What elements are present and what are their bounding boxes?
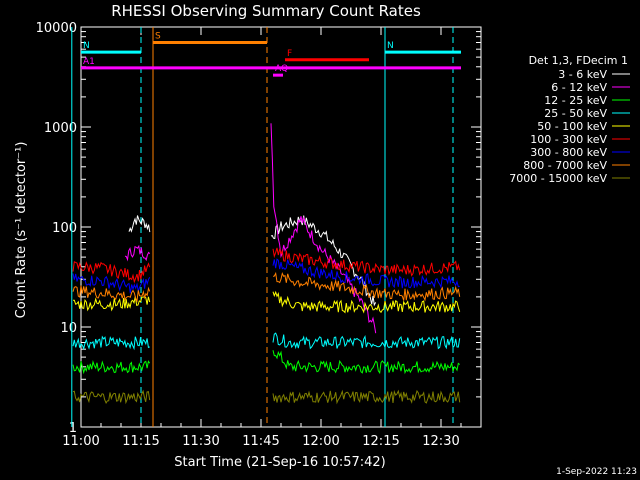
state-bars: SNNFAQA1 bbox=[81, 31, 461, 77]
y-tick-label: 1000 bbox=[44, 121, 77, 136]
series-line-3 bbox=[272, 332, 461, 350]
series-line-8 bbox=[72, 389, 151, 405]
legend-entry: 800 - 7000 keV bbox=[523, 159, 607, 172]
series-line-3 bbox=[72, 335, 150, 351]
series-line-2 bbox=[72, 359, 151, 375]
series-line-1 bbox=[124, 244, 151, 262]
series-line-1 bbox=[270, 123, 377, 334]
series-line-0 bbox=[128, 215, 151, 233]
legend-entry: 300 - 800 keV bbox=[530, 146, 607, 159]
axis-ticks: 11:00 11:15 11:30 11:45 12:00 12:15 12:30 1 10 10… bbox=[36, 21, 482, 449]
series-line-4 bbox=[73, 296, 151, 312]
legend-entry: 6 - 12 keV bbox=[551, 81, 607, 94]
legend-entry: 7000 - 15000 keV bbox=[509, 172, 607, 185]
state-bar-label: S bbox=[155, 31, 161, 41]
y-tick-label: 100 bbox=[52, 221, 77, 236]
state-bar-label: N bbox=[83, 41, 90, 51]
x-tick-label: 11:15 bbox=[122, 434, 159, 449]
footer-date: 1-Sep-2022 11:23 bbox=[556, 467, 637, 477]
series-line-5 bbox=[72, 261, 151, 284]
series-line-5 bbox=[272, 247, 461, 277]
series-lines bbox=[72, 123, 461, 405]
legend-entry: 12 - 25 keV bbox=[544, 94, 607, 107]
legend-entry: 3 - 6 keV bbox=[558, 68, 607, 81]
y-tick-label: 1 bbox=[69, 421, 77, 436]
series-line-0 bbox=[270, 215, 377, 307]
x-tick-label: 12:15 bbox=[362, 434, 399, 449]
x-tick-label: 11:45 bbox=[242, 434, 279, 449]
state-bar-label: F bbox=[287, 49, 292, 59]
x-tick-label: 11:00 bbox=[62, 434, 99, 449]
x-tick-label: 12:30 bbox=[422, 434, 459, 449]
series-line-7 bbox=[272, 271, 461, 302]
y-axis-label: Count Rate (s⁻¹ detector⁻¹) bbox=[14, 142, 29, 319]
legend-entry: 100 - 300 keV bbox=[530, 133, 607, 146]
state-bar-label: A1 bbox=[83, 57, 95, 67]
series-line-2 bbox=[272, 350, 461, 375]
x-axis-label: Start Time (21-Sep-16 10:57:42) bbox=[174, 455, 385, 470]
y-tick-label: 10000 bbox=[36, 21, 77, 36]
series-line-4 bbox=[272, 290, 461, 314]
chart-title: RHESSI Observing Summary Count Rates bbox=[111, 2, 421, 20]
y-tick-label: 10 bbox=[60, 321, 77, 336]
series-line-7 bbox=[72, 285, 151, 303]
legend-entry: 50 - 100 keV bbox=[537, 120, 607, 133]
state-bar-label: N bbox=[387, 41, 394, 51]
series-line-6 bbox=[72, 273, 151, 294]
x-tick-label: 12:00 bbox=[302, 434, 339, 449]
legend-header: Det 1,3, FDecim 1 bbox=[529, 54, 628, 67]
legend-entry: 25 - 50 keV bbox=[544, 107, 607, 120]
series-line-8 bbox=[272, 389, 461, 405]
series-line-6 bbox=[272, 258, 460, 289]
x-tick-label: 11:30 bbox=[182, 434, 219, 449]
vertical-markers bbox=[71, 27, 454, 427]
